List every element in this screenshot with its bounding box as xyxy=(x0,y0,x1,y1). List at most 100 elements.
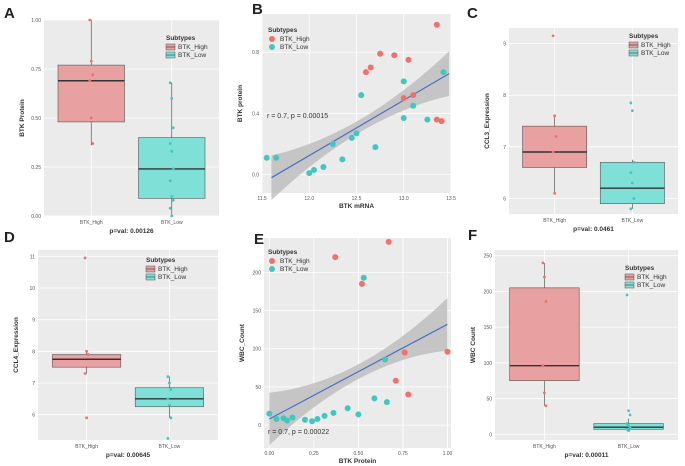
x-tick-label: BTK_Low xyxy=(159,444,181,450)
data-point-low xyxy=(289,414,296,421)
y-tick-label: 8 xyxy=(32,349,35,355)
panel-label-E: E xyxy=(254,231,264,248)
data-point-low xyxy=(440,69,447,76)
y-tick-label: 11 xyxy=(30,254,35,260)
panel-label-A: A xyxy=(4,5,15,22)
legend-key-low xyxy=(269,266,275,272)
y-tick-label: 100 xyxy=(253,347,262,353)
x-tick-label: 13.5 xyxy=(446,196,456,202)
y-tick-label: 6 xyxy=(32,413,35,419)
data-point-low xyxy=(330,409,337,416)
data-point-low xyxy=(344,405,351,412)
box-BTK_Low xyxy=(593,293,664,433)
data-point-high xyxy=(438,118,445,125)
data-point xyxy=(166,397,170,401)
data-point xyxy=(171,198,175,202)
x-tick-label: 12.0 xyxy=(304,196,314,202)
data-point xyxy=(88,18,92,22)
legend-title: Subtypes xyxy=(625,265,655,272)
legend-label-low: BTK_Low xyxy=(280,266,308,273)
x-tick-label: BTK_Low xyxy=(622,218,644,224)
data-point-low xyxy=(372,144,379,151)
box-BTK_High xyxy=(522,34,588,195)
data-point xyxy=(169,387,173,391)
data-point xyxy=(544,404,548,408)
data-point-low xyxy=(383,399,390,406)
legend-label-low: BTK_Low xyxy=(637,282,665,289)
panel-label-C: C xyxy=(467,5,478,22)
legend-label-high: BTK_High xyxy=(280,258,310,265)
y-tick-label: 1.00 xyxy=(31,18,41,24)
x-tick-label: 0.50 xyxy=(354,451,364,457)
x-tick-label: 0.75 xyxy=(398,451,408,457)
data-point-high xyxy=(405,391,412,398)
data-point-high xyxy=(367,64,374,71)
data-point xyxy=(85,349,88,353)
y-tick-label: 6 xyxy=(503,197,506,203)
y-tick-label: 0.8 xyxy=(252,50,259,56)
data-point xyxy=(170,214,174,218)
data-point xyxy=(168,206,172,210)
data-point-low xyxy=(266,410,273,417)
y-tick-label: 0.50 xyxy=(31,116,41,122)
data-point-low xyxy=(424,116,431,123)
data-point-low xyxy=(348,134,355,141)
y-tick-label: 150 xyxy=(253,309,262,315)
data-point-low xyxy=(400,78,407,85)
data-point-low xyxy=(314,415,321,422)
data-point xyxy=(83,256,87,260)
data-point xyxy=(629,171,633,175)
y-tick-label: 200 xyxy=(484,289,493,295)
correlation-annotation: r = 0.7, p = 0.00015 xyxy=(267,113,328,120)
x-tick-label: 13.0 xyxy=(399,196,409,202)
data-point-low xyxy=(310,167,317,174)
data-point xyxy=(627,429,630,433)
data-point-high xyxy=(401,349,408,356)
data-point-high xyxy=(392,377,399,384)
data-point xyxy=(169,416,173,420)
data-point-high xyxy=(400,95,407,102)
data-point-low xyxy=(353,130,360,137)
data-point xyxy=(551,150,555,154)
box-BTK_Low xyxy=(599,101,665,211)
data-point xyxy=(543,275,546,279)
legend-title: Subtypes xyxy=(268,249,298,256)
box-BTK_Low xyxy=(134,375,204,440)
data-point xyxy=(544,300,548,303)
x-tick-label: BTK_High xyxy=(75,444,98,450)
box-BTK_High xyxy=(509,261,580,408)
y-tick-label: 8 xyxy=(503,93,506,99)
data-point-low xyxy=(301,416,308,423)
y-tick-label: 100 xyxy=(484,361,493,367)
data-point xyxy=(630,181,634,185)
plot-background xyxy=(38,250,218,440)
data-point xyxy=(632,160,636,164)
y-tick-label: 250 xyxy=(484,254,493,260)
legend-label-high: BTK_High xyxy=(280,36,310,43)
data-point xyxy=(168,179,172,183)
data-point xyxy=(171,167,175,171)
box-BTK_High xyxy=(57,18,125,146)
box-BTK_Low xyxy=(138,81,206,218)
y-tick-label: 0 xyxy=(489,432,492,438)
data-point-low xyxy=(382,356,389,363)
legend-label-low: BTK_Low xyxy=(178,52,206,59)
data-point-high xyxy=(444,348,451,355)
data-point xyxy=(541,261,545,265)
box-iqr xyxy=(522,125,588,168)
data-point-high xyxy=(385,238,392,245)
data-point xyxy=(168,81,172,85)
panel-label-D: D xyxy=(4,229,15,246)
y-axis-label: CCL3_Expression xyxy=(484,93,491,149)
data-point xyxy=(629,207,633,211)
data-point-low xyxy=(306,170,313,177)
y-tick-label: 50 xyxy=(255,385,261,391)
x-tick-label: 12.5 xyxy=(352,196,362,202)
data-point xyxy=(91,73,95,77)
data-point xyxy=(166,437,170,440)
p-value-label: p=val: 0.00011 xyxy=(565,452,609,459)
y-tick-label: 9 xyxy=(503,42,506,48)
x-tick-label: BTK_High xyxy=(533,444,556,450)
legend-label-high: BTK_High xyxy=(641,42,671,49)
